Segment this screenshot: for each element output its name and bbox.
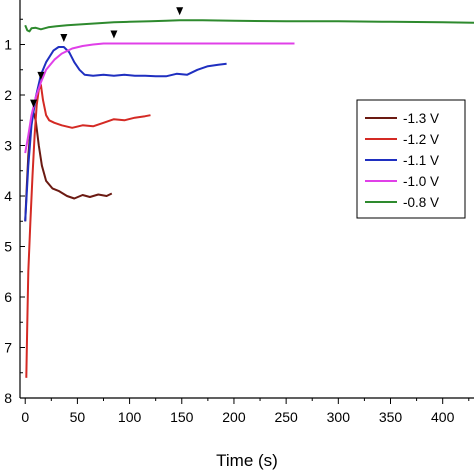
series-line-4 [24, 19, 474, 33]
y-tick-label: 1 [4, 37, 12, 53]
legend: -1.3 V -1.2 V -1.1 V -1.0 V -0.8 V [356, 99, 466, 219]
y-tick-label: 2 [4, 87, 12, 103]
x-tick-label: 250 [274, 409, 298, 425]
x-tick-label: 200 [222, 409, 246, 425]
x-tick-label: 150 [170, 409, 194, 425]
x-tick-label: 350 [379, 409, 403, 425]
series-line-0 [24, 111, 113, 222]
series-line-3 [24, 42, 295, 154]
x-tick-label: 400 [431, 409, 455, 425]
x-tick-label: 100 [118, 409, 142, 425]
series-line-1 [25, 83, 151, 378]
y-tick-label: 7 [4, 340, 12, 356]
y-tick-label: 3 [4, 138, 12, 154]
y-tick-label: 8 [4, 390, 12, 406]
y-axis-ticks: 0 1 2 3 4 5 6 7 8 [4, 0, 25, 406]
axes-frame [19, 0, 474, 399]
peak-marker-layer [30, 7, 184, 108]
legend-label-4: -0.8 V [403, 195, 439, 210]
y-tick-label: 5 [4, 239, 12, 255]
peak-marker-4 [176, 7, 184, 16]
y-tick-label: 4 [4, 188, 12, 204]
peak-marker-3 [110, 30, 118, 39]
x-axis-title: Time (s) [216, 451, 278, 470]
y-tick-label: 6 [4, 289, 12, 305]
x-axis-ticks: 0 50 100 150 200 250 300 350 400 [21, 398, 470, 425]
x-tick-label: 300 [327, 409, 351, 425]
x-tick-label: 0 [21, 409, 29, 425]
series-layer [24, 19, 474, 378]
legend-label-0: -1.3 V [403, 111, 439, 126]
x-tick-label: 50 [70, 409, 86, 425]
peak-marker-0 [30, 99, 38, 108]
y-tick-label: 0 [4, 0, 12, 2]
peak-marker-1 [37, 71, 45, 80]
legend-label-2: -1.1 V [403, 153, 439, 168]
peak-marker-2 [60, 34, 68, 43]
series-line-2 [24, 46, 227, 222]
legend-label-3: -1.0 V [403, 174, 439, 189]
legend-label-1: -1.2 V [403, 132, 439, 147]
